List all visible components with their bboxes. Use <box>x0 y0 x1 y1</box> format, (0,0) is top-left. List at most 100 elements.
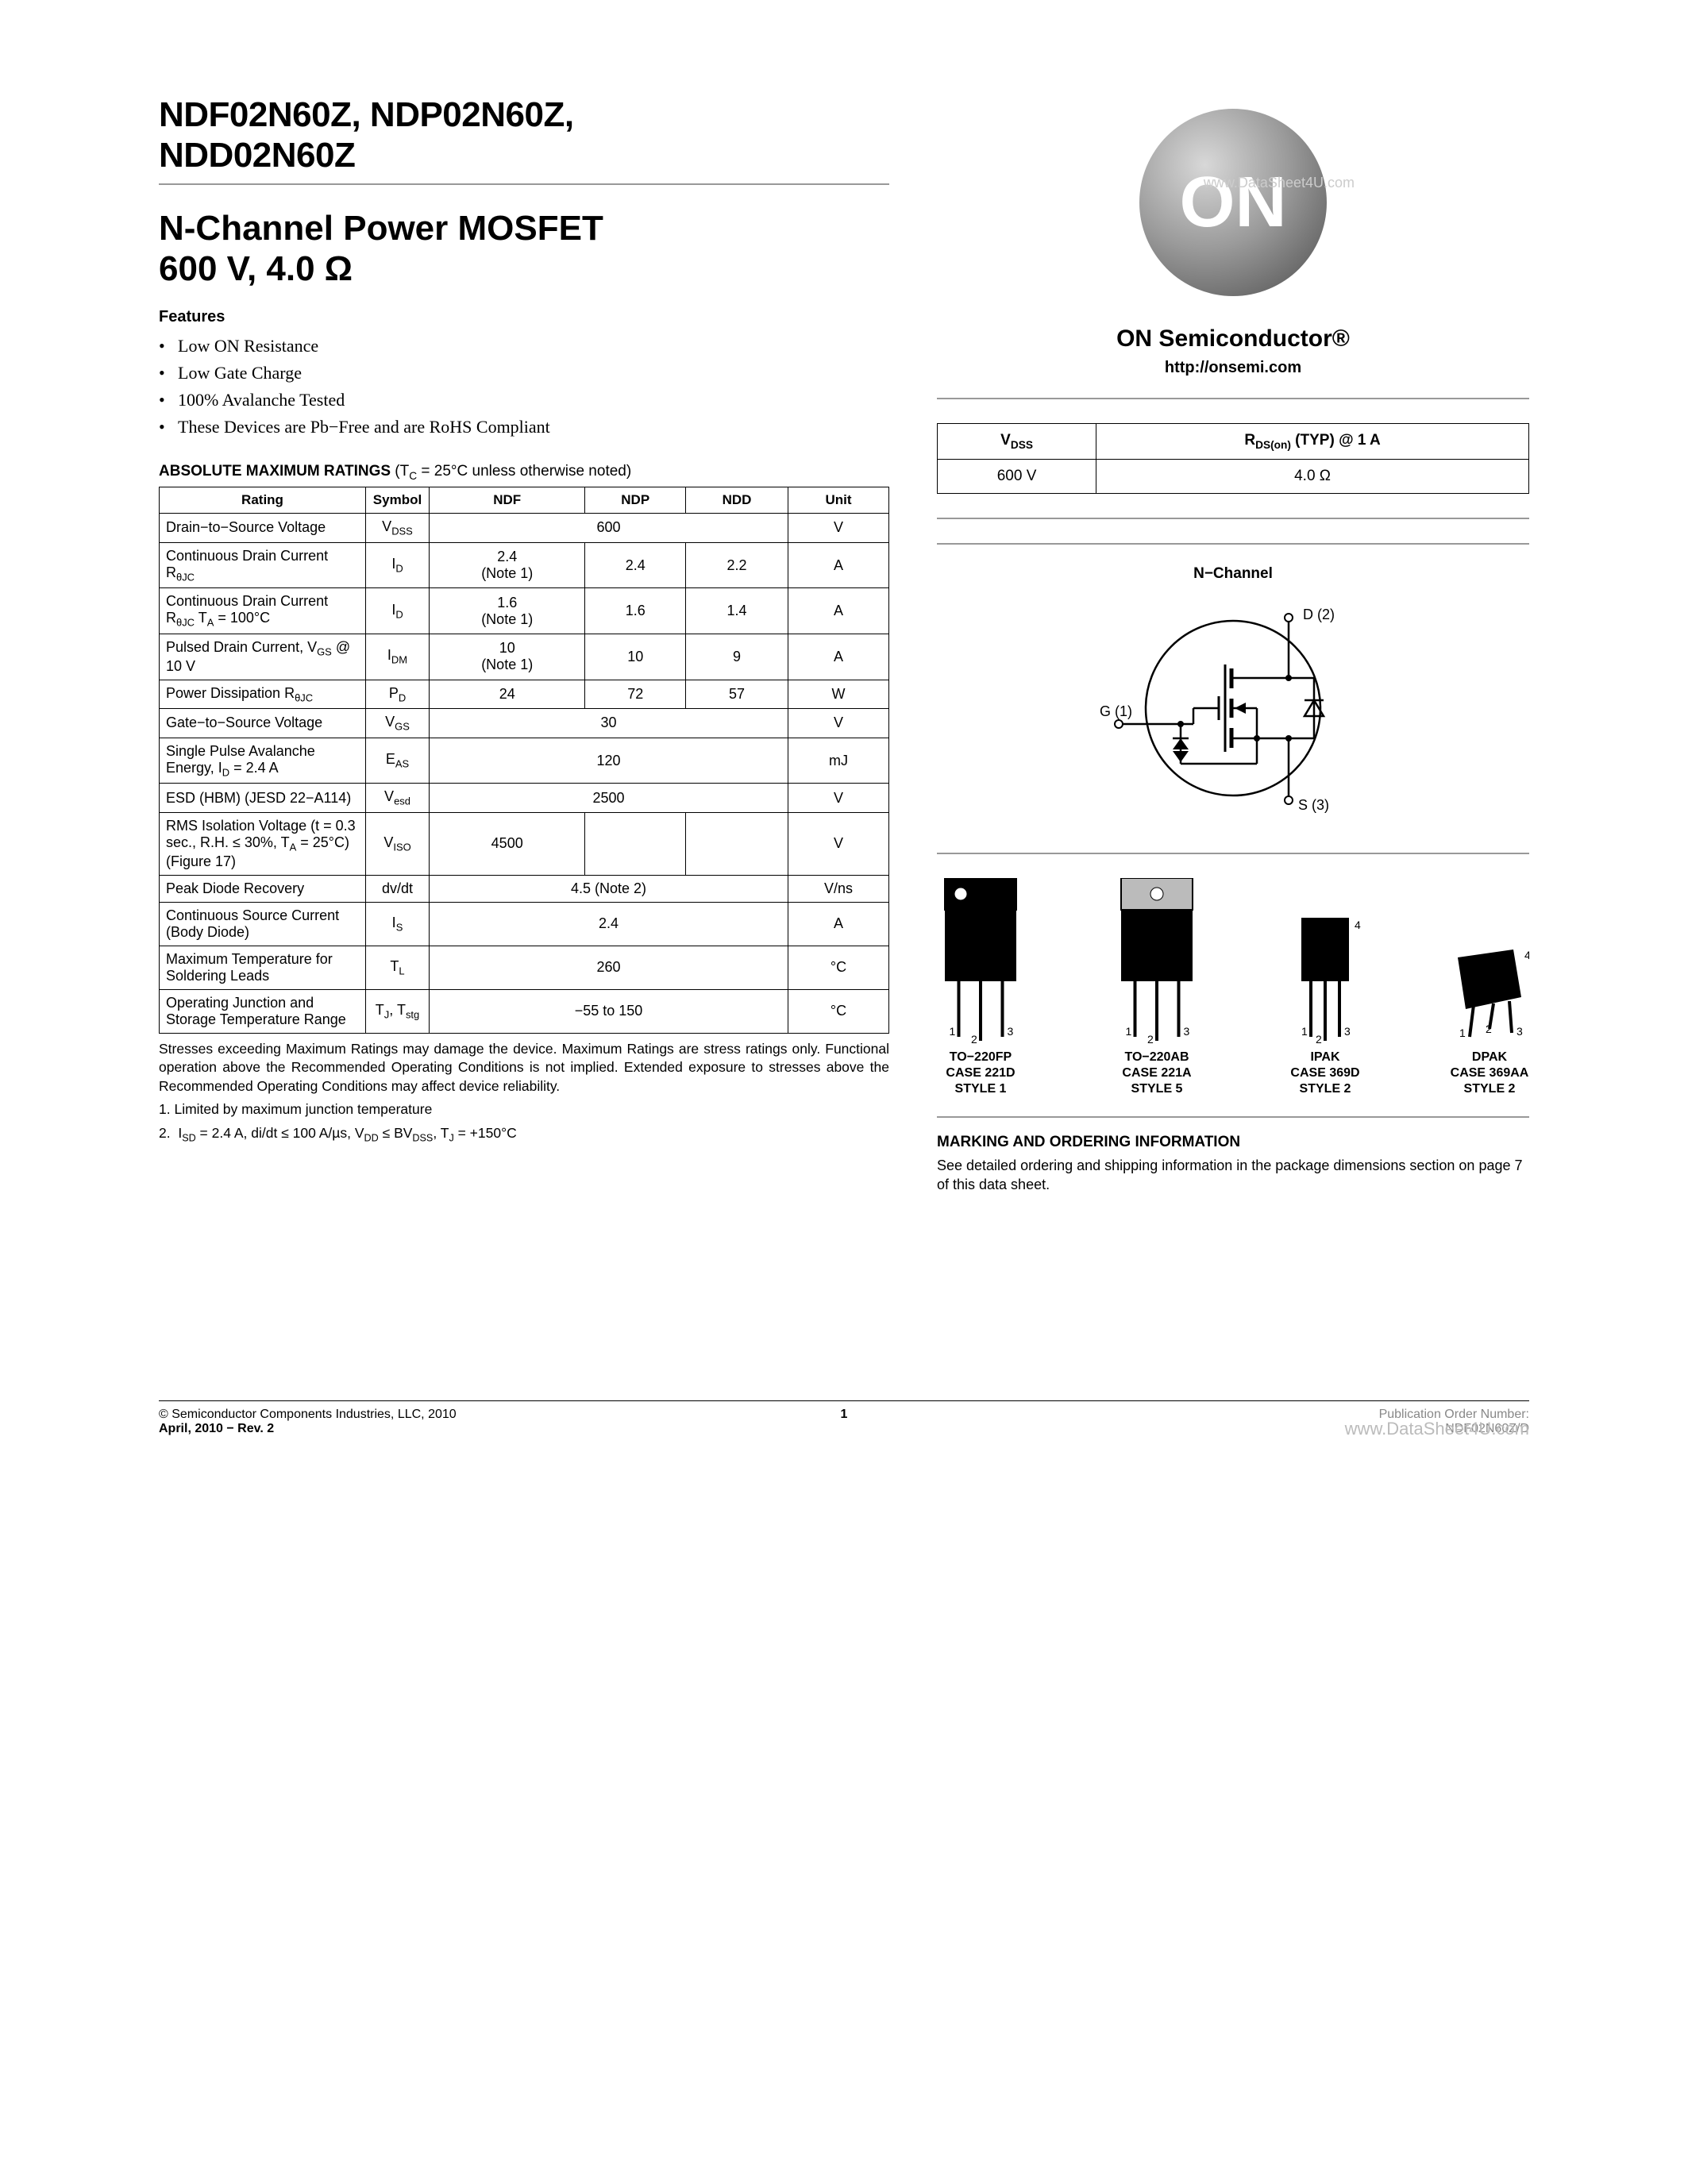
col-ndp: NDP <box>585 487 686 514</box>
rating-symbol: VISO <box>366 812 430 875</box>
rating-ndd: 9 <box>686 634 788 680</box>
rating-label: Peak Diode Recovery <box>160 875 366 902</box>
page-number: 1 <box>841 1408 848 1422</box>
rating-ndp: 1.6 <box>585 588 686 634</box>
rating-unit: A <box>788 634 889 680</box>
rating-unit: V <box>788 709 889 738</box>
part-numbers-line2: NDD02N60Z <box>159 136 355 175</box>
rating-label: Continuous Source Current (Body Diode) <box>160 902 366 946</box>
page-footer: © Semiconductor Components Industries, L… <box>159 1400 1529 1436</box>
svg-text:1: 1 <box>1301 1025 1308 1038</box>
rating-unit: mJ <box>788 738 889 784</box>
col-rating: Rating <box>160 487 366 514</box>
rating-ndp: 72 <box>585 680 686 709</box>
rating-ndf: 1.6 (Note 1) <box>430 588 585 634</box>
rating-value: 260 <box>430 946 788 989</box>
marking-heading: MARKING AND ORDERING INFORMATION <box>937 1134 1529 1151</box>
keyspec-rule-top <box>937 398 1529 399</box>
note-2: 2. ISD = 2.4 A, di/dt ≤ 100 A/µs, VDD ≤ … <box>159 1124 889 1146</box>
rating-symbol: VDSS <box>366 514 430 543</box>
feature-item: Low Gate Charge <box>159 360 889 387</box>
marking-body: See detailed ordering and shipping infor… <box>937 1156 1529 1195</box>
title-rule <box>159 183 889 185</box>
rating-symbol: dv/dt <box>366 875 430 902</box>
rating-symbol: ID <box>366 588 430 634</box>
rating-symbol: IDM <box>366 634 430 680</box>
svg-text:3: 3 <box>1008 1025 1014 1038</box>
svg-text:3: 3 <box>1344 1025 1351 1038</box>
company-name: ON Semiconductor® <box>937 325 1529 352</box>
rating-label: RMS Isolation Voltage (t = 0.3 sec., R.H… <box>160 812 366 875</box>
watermark-bottom: www.DataSheet4U.com <box>1345 1419 1529 1439</box>
ratings-caption-rest: (TC = 25°C unless otherwise noted) <box>391 463 631 480</box>
package-item: 1 2 3 4 IPAKCASE 369DSTYLE 2 <box>1289 918 1361 1097</box>
svg-text:G (1): G (1) <box>1100 703 1132 719</box>
packages-box: 1 2 3 TO−220FPCASE 221DSTYLE 1 1 2 3 TO−… <box>937 862 1529 1118</box>
keyspecs-table: VDSS RDS(on) (TYP) @ 1 A 600 V 4.0 Ω <box>937 423 1529 494</box>
rating-ndd: 1.4 <box>686 588 788 634</box>
svg-text:1: 1 <box>950 1025 956 1038</box>
footer-date: April, 2010 − Rev. 2 <box>159 1422 274 1435</box>
col-ndf: NDF <box>430 487 585 514</box>
part-numbers-line1: NDF02N60Z, NDP02N60Z, <box>159 95 574 134</box>
ratings-footnotes: Stresses exceeding Maximum Ratings may d… <box>159 1040 889 1146</box>
rating-label: Single Pulse Avalanche Energy, ID = 2.4 … <box>160 738 366 784</box>
rating-symbol: TJ, Tstg <box>366 989 430 1033</box>
schematic-diagram: N−Channel D (2) S (3) G (1) <box>937 543 1529 854</box>
svg-text:S (3): S (3) <box>1298 797 1329 813</box>
note-1: 1. Limited by maximum junction temperatu… <box>159 1100 889 1119</box>
footer-copyright: © Semiconductor Components Industries, L… <box>159 1408 457 1421</box>
svg-text:1: 1 <box>1459 1027 1466 1039</box>
rating-ndd: 57 <box>686 680 788 709</box>
rating-value: 2500 <box>430 784 788 813</box>
rating-ndd: 2.2 <box>686 542 788 588</box>
feature-item: Low ON Resistance <box>159 333 889 360</box>
rating-label: Pulsed Drain Current, VGS @ 10 V <box>160 634 366 680</box>
footer-left: © Semiconductor Components Industries, L… <box>159 1408 457 1436</box>
part-number-heading: NDF02N60Z, NDP02N60Z, NDD02N60Z <box>159 95 889 175</box>
rating-ndf: 10 (Note 1) <box>430 634 585 680</box>
features-list: Low ON Resistance Low Gate Charge 100% A… <box>159 333 889 441</box>
rating-label: Maximum Temperature for Soldering Leads <box>160 946 366 989</box>
package-item: 1 2 3 TO−220ABCASE 221ASTYLE 5 <box>1113 878 1200 1097</box>
rating-value: −55 to 150 <box>430 989 788 1033</box>
rating-symbol: ID <box>366 542 430 588</box>
rating-ndp: 10 <box>585 634 686 680</box>
rating-unit: V <box>788 784 889 813</box>
col-unit: Unit <box>788 487 889 514</box>
svg-text:2: 2 <box>1316 1033 1322 1045</box>
svg-text:3: 3 <box>1517 1025 1523 1038</box>
svg-text:2: 2 <box>1486 1023 1492 1035</box>
rating-value: 30 <box>430 709 788 738</box>
feature-item: 100% Avalanche Tested <box>159 387 889 414</box>
subtitle-line2: 600 V, 4.0 Ω <box>159 249 353 288</box>
ratings-table: Rating Symbol NDF NDP NDD Unit Drain−to−… <box>159 487 889 1033</box>
rating-value: 2.4 <box>430 902 788 946</box>
rating-symbol: TL <box>366 946 430 989</box>
rating-symbol: Vesd <box>366 784 430 813</box>
company-url: http://onsemi.com <box>937 359 1529 377</box>
keyspec-val-rdson: 4.0 Ω <box>1096 459 1529 493</box>
rating-value: 600 <box>430 514 788 543</box>
rating-value: 4.5 (Note 2) <box>430 875 788 902</box>
rating-symbol: IS <box>366 902 430 946</box>
rating-label: Power Dissipation RθJC <box>160 680 366 709</box>
on-logo-icon: ON <box>1134 103 1332 302</box>
rating-label: Continuous Drain Current RθJC TA = 100°C <box>160 588 366 634</box>
rating-label: ESD (HBM) (JESD 22−A114) <box>160 784 366 813</box>
svg-text:4: 4 <box>1524 949 1529 961</box>
package-item: 1 2 3 4 DPAKCASE 369AASTYLE 2 <box>1450 949 1529 1097</box>
schematic-label: N−Channel <box>937 565 1529 583</box>
company-logo: ON <box>937 103 1529 306</box>
rating-value: 120 <box>430 738 788 784</box>
features-label: Features <box>159 308 889 326</box>
keyspec-head-vdss: VDSS <box>938 424 1096 460</box>
svg-text:4: 4 <box>1355 919 1361 931</box>
keyspec-rule-bot <box>937 518 1529 519</box>
svg-text:1: 1 <box>1126 1025 1132 1038</box>
rating-ndf: 2.4 (Note 1) <box>430 542 585 588</box>
rating-unit: A <box>788 902 889 946</box>
rating-symbol: EAS <box>366 738 430 784</box>
watermark-top: www.DataSheet4U.com <box>1204 175 1355 191</box>
product-subtitle: N-Channel Power MOSFET 600 V, 4.0 Ω <box>159 209 889 289</box>
